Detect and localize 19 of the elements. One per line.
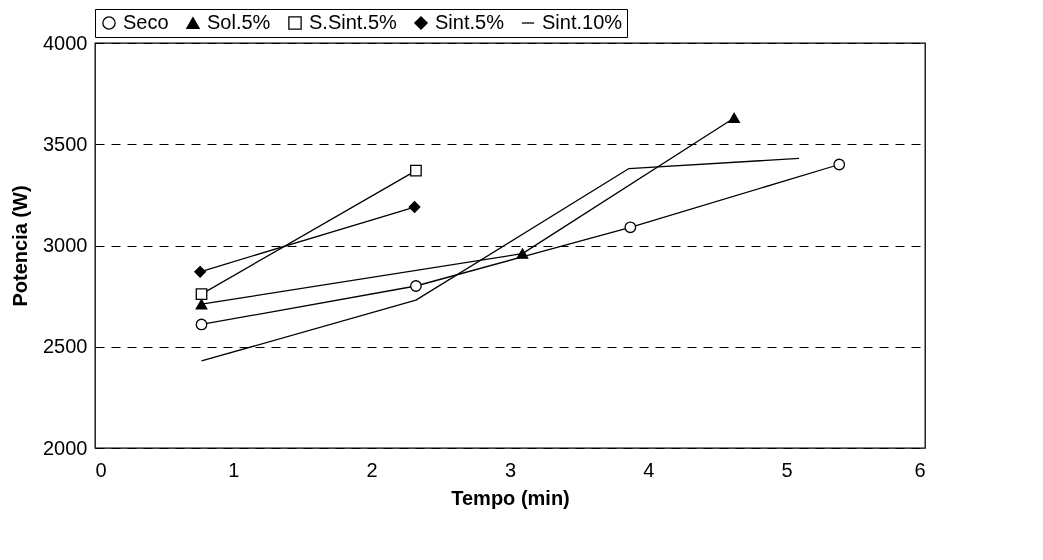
legend-label: Sint.5% bbox=[435, 11, 505, 33]
y-tick-label: 2000 bbox=[43, 436, 88, 459]
x-tick-label: 6 bbox=[914, 458, 926, 481]
legend-label: Sint.10% bbox=[542, 11, 623, 33]
x-tick-label: 1 bbox=[228, 458, 240, 481]
legend-label: Sol.5% bbox=[207, 11, 271, 33]
legend-label: S.Sint.5% bbox=[309, 11, 398, 33]
x-tick-label: 5 bbox=[781, 458, 793, 481]
x-axis-title: Tempo (min) bbox=[451, 486, 570, 509]
x-tick-label: 3 bbox=[504, 458, 517, 481]
x-tick-label: 0 bbox=[95, 458, 107, 481]
legend-label: Seco bbox=[123, 11, 169, 33]
x-tick-label: 4 bbox=[643, 458, 655, 481]
y-tick-label: 3000 bbox=[43, 234, 88, 256]
y-axis-title: Potencia (W) bbox=[9, 185, 32, 307]
y-tick-label: 2500 bbox=[43, 335, 88, 358]
y-tick-label: 3500 bbox=[43, 132, 88, 155]
x-tick-label: 2 bbox=[366, 458, 378, 481]
y-tick-label: 4000 bbox=[43, 31, 88, 54]
